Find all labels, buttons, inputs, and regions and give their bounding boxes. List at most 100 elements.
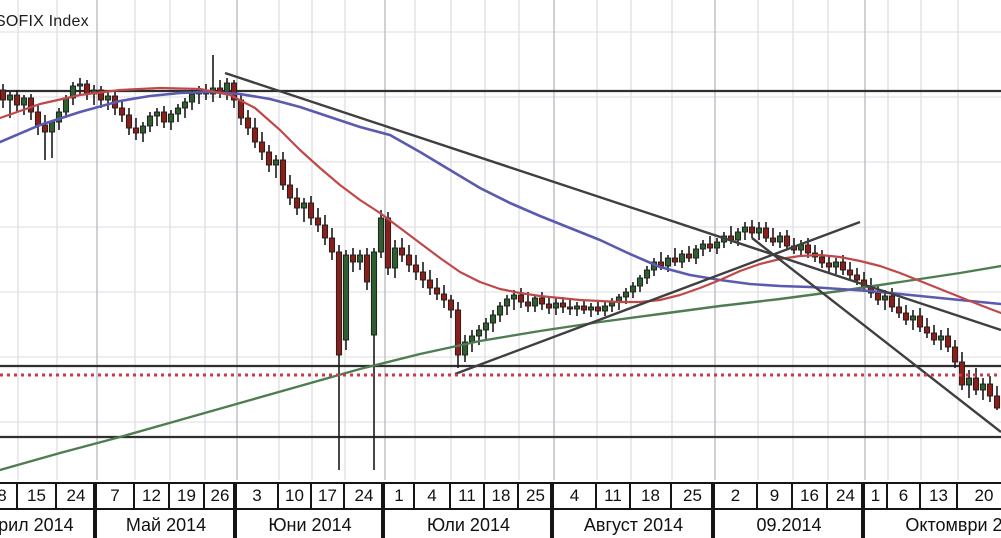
- x-axis-month-label: Април 2014: [0, 510, 97, 538]
- bear-candle: [328, 237, 336, 253]
- bear-candle: [902, 312, 910, 321]
- bear-candle: [944, 335, 952, 348]
- bull-candle: [678, 253, 686, 263]
- bear-candle: [447, 299, 455, 311]
- bear-candle: [97, 89, 105, 101]
- bull-candle: [174, 107, 182, 115]
- bear-candle: [454, 309, 462, 356]
- x-axis-day-tick: 11: [451, 484, 485, 508]
- bull-candle: [223, 82, 231, 93]
- x-axis-day-tick: 4: [415, 484, 451, 508]
- x-axis-day-tick: 24: [828, 484, 865, 508]
- bull-candle: [356, 254, 364, 263]
- bull-candle: [531, 297, 539, 307]
- bear-candle: [27, 97, 35, 113]
- bear-candle: [538, 297, 546, 305]
- chart-title: SOFIX Index: [0, 13, 89, 30]
- bull-candle: [62, 97, 70, 113]
- bear-candle: [363, 254, 371, 283]
- x-axis-day-tick: 9: [758, 484, 793, 508]
- bear-candle: [930, 332, 938, 341]
- bear-candle: [671, 257, 679, 263]
- bear-candle: [405, 254, 413, 266]
- bear-candle: [874, 292, 882, 301]
- bull-candle: [146, 115, 154, 127]
- x-axis-day-tick: 26: [205, 484, 237, 508]
- x-axis-month-label: Юни 2014: [237, 510, 385, 538]
- bear-candle: [412, 264, 420, 273]
- fast-ma-red: [0, 86, 1001, 315]
- bear-candle: [321, 224, 329, 239]
- bull-candle: [6, 94, 14, 101]
- bull-candle: [643, 269, 651, 279]
- slow-ma-green: [0, 264, 1001, 472]
- x-axis-day-tick: 1: [865, 484, 888, 508]
- x-axis-day-tick: 11: [597, 484, 631, 508]
- bull-candle: [664, 257, 672, 267]
- bear-candle: [244, 117, 252, 129]
- bear-candle: [986, 383, 994, 397]
- x-axis-day-tick: 8: [0, 484, 18, 508]
- x-axis-day-tick: 15: [18, 484, 57, 508]
- bear-candle: [923, 326, 931, 334]
- bear-candle: [314, 217, 322, 226]
- bear-candle: [895, 306, 903, 314]
- price-level-lines: [0, 89, 1001, 439]
- bear-candle: [545, 303, 553, 309]
- bear-candle: [279, 159, 287, 186]
- bear-candle: [83, 83, 91, 95]
- bull-candle: [482, 322, 490, 331]
- bull-candle: [699, 243, 707, 250]
- x-axis-day-tick: 24: [345, 484, 385, 508]
- bear-candle: [951, 346, 959, 363]
- bear-candle: [972, 377, 980, 391]
- bear-candle: [517, 294, 525, 303]
- bear-candle: [118, 107, 126, 116]
- x-axis-month-boundary: [381, 484, 383, 538]
- bear-candle: [804, 244, 812, 254]
- bear-candle: [748, 226, 756, 234]
- bull-candle: [713, 241, 721, 249]
- bull-candle: [20, 97, 28, 106]
- bear-candle: [34, 111, 42, 126]
- x-axis-month-label: Октомври 2014: [865, 510, 1001, 538]
- bull-candle: [601, 305, 609, 312]
- x-axis: 8152471219263101724141118254111825291624…: [0, 482, 1001, 538]
- bull-candle: [552, 302, 560, 309]
- bear-candle: [846, 269, 854, 276]
- bear-candle: [384, 217, 392, 269]
- mid-ma-blue: [0, 90, 1001, 306]
- bear-candle: [818, 256, 826, 264]
- x-axis-month-label: Май 2014: [97, 510, 237, 538]
- bull-candle: [496, 305, 504, 316]
- bear-candle: [293, 197, 301, 209]
- bear-candle: [251, 127, 259, 143]
- x-axis-month-boundary: [550, 484, 552, 538]
- bull-candle: [181, 101, 189, 109]
- bull-candle: [48, 121, 56, 133]
- bull-candle: [692, 248, 700, 259]
- bear-candle: [419, 271, 427, 281]
- bull-candle: [139, 125, 147, 134]
- bull-candle: [741, 226, 749, 233]
- bear-candle: [685, 253, 693, 259]
- trendlines: [224, 71, 1001, 433]
- price-chart: [0, 0, 1001, 480]
- x-axis-month-boundary: [233, 484, 235, 538]
- bear-candle: [41, 124, 49, 133]
- bear-candle: [0, 89, 7, 101]
- rising-support-trendline: [454, 220, 861, 376]
- bull-candle: [468, 335, 476, 343]
- bear-candle: [783, 235, 791, 247]
- bull-candle: [881, 295, 889, 301]
- bear-candle: [125, 114, 133, 129]
- x-axis-day-tick: 20: [958, 484, 1001, 508]
- bull-candle: [510, 294, 518, 300]
- x-axis-day-tick: 25: [519, 484, 554, 508]
- bull-candle: [937, 335, 945, 341]
- bull-candle: [461, 341, 469, 356]
- bull-candle: [76, 83, 84, 87]
- bear-candle: [825, 262, 833, 268]
- x-axis-day-tick: 1: [385, 484, 415, 508]
- x-axis-month-label: Август 2014: [554, 510, 715, 538]
